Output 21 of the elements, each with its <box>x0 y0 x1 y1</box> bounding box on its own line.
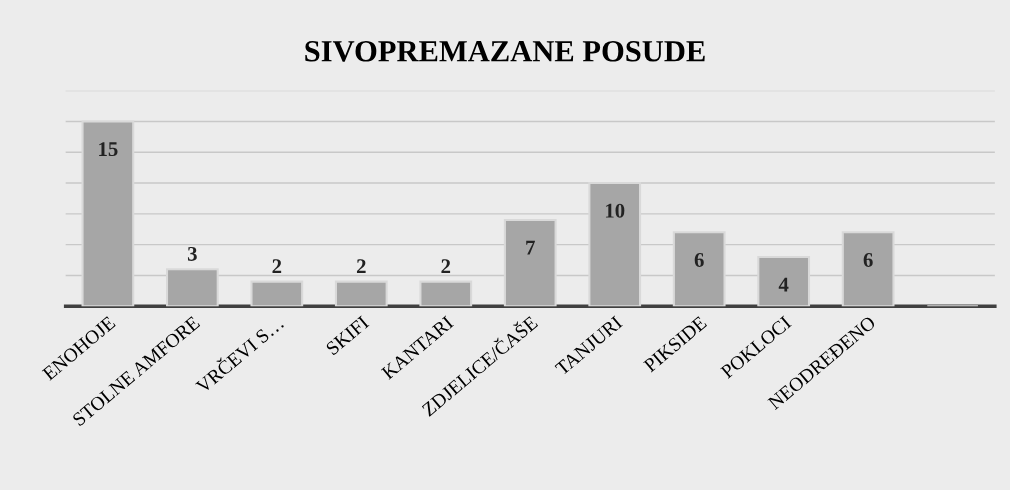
data-label: 2 <box>272 259 282 274</box>
bar <box>588 182 642 307</box>
data-label: 10 <box>605 203 625 218</box>
bar <box>672 231 726 307</box>
bar <box>757 255 811 307</box>
data-label: 15 <box>99 142 118 157</box>
data-label: 6 <box>863 252 873 267</box>
bar <box>419 280 473 307</box>
data-label: 3 <box>187 246 197 261</box>
bar <box>81 120 135 307</box>
data-label: 6 <box>694 252 704 267</box>
bar <box>165 268 219 307</box>
bar <box>334 280 388 307</box>
data-label: 2 <box>441 259 451 274</box>
data-label: 2 <box>356 259 366 274</box>
data-label: 4 <box>778 277 789 292</box>
bar <box>250 280 304 307</box>
chart-title: SIVOPREMAZANE POSUDE <box>305 41 705 62</box>
bar <box>503 218 557 307</box>
bar <box>841 231 895 307</box>
data-label: 7 <box>526 240 535 255</box>
